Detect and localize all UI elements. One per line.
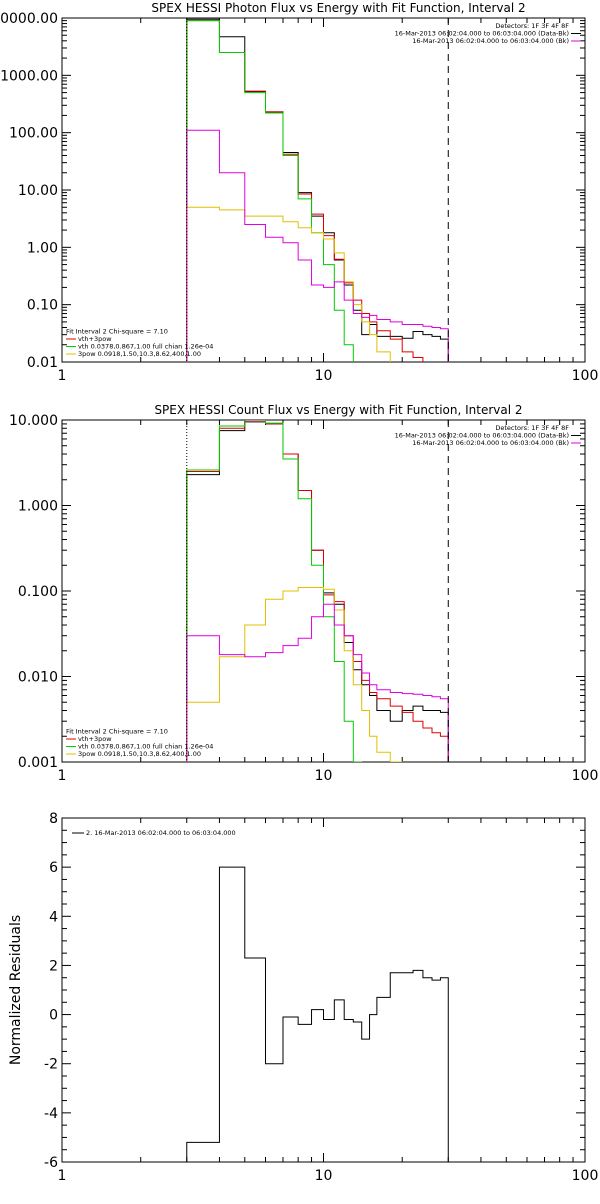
fit-legend-entry: vth+3pow bbox=[78, 335, 112, 343]
legend-entry: 2. 16-Mar-2013 06:02:04.000 to 06:03:04.… bbox=[86, 829, 236, 837]
y-axis-label: Normalized Residuals bbox=[8, 915, 24, 1065]
x-tick-label: 10 bbox=[315, 768, 333, 784]
legend-entry: Detectors: 1F 3F 4F 8F bbox=[495, 22, 569, 30]
series-line-bk bbox=[186, 603, 449, 762]
legend-entry: Detectors: 1F 3F 4F 8F bbox=[495, 424, 569, 432]
fit-legend-entry: vth 0.0378,0.867,1.00 full chian 1.26e-0… bbox=[78, 743, 213, 751]
x-tick-label: 100 bbox=[572, 1168, 599, 1184]
fit-legend-title: Fit Interval 2 Chi-square = 7.10 bbox=[66, 328, 168, 336]
y-tick-label: 0.010 bbox=[18, 670, 58, 686]
legend-entry: 16-Mar-2013 06:02:04.000 to 06:03:04.000… bbox=[395, 432, 569, 440]
y-tick-label: 0.10 bbox=[27, 298, 58, 314]
chart-title: SPEX HESSI Photon Flux vs Energy with Fi… bbox=[151, 1, 525, 15]
x-tick-label: 1 bbox=[58, 768, 67, 784]
series-line-vth-3pow bbox=[186, 420, 449, 762]
fit-legend-entry: vth 0.0378,0.867,1.00 full chian 1.26e-0… bbox=[78, 343, 213, 351]
series-line-3pow bbox=[186, 206, 391, 362]
series-layer bbox=[186, 420, 449, 762]
series-line-vth-3pow bbox=[186, 20, 424, 362]
legend-entry: 16-Mar-2013 06:02:04.000 to 06:03:04.000… bbox=[395, 30, 569, 38]
y-tick-label: 0 bbox=[49, 1008, 58, 1024]
series-layer bbox=[186, 18, 449, 362]
y-tick-label: -4 bbox=[44, 1106, 58, 1122]
y-tick-label: 0.001 bbox=[18, 755, 58, 771]
series-line-vth bbox=[186, 420, 363, 762]
series-line-data-bk bbox=[186, 421, 449, 762]
fit-legend-title: Fit Interval 2 Chi-square = 7.10 bbox=[66, 728, 168, 736]
plot-panel-3: 1 10 100 -6 -4 -2 0 2 4 6 8 Normalized Residuals 2. … bbox=[8, 811, 598, 1184]
x-tick-label: 10 bbox=[315, 368, 333, 384]
y-tick-label: 1.000 bbox=[18, 499, 58, 515]
plot-panel-2: SPEX HESSI Count Flux vs Energy with Fit… bbox=[9, 403, 599, 784]
y-tick-label: 2 bbox=[49, 958, 58, 974]
fit-legend-entry: 3pow 0.0918,1.50,10.3,8.62,400,1.00 bbox=[78, 350, 201, 358]
x-tick-label: 100 bbox=[572, 368, 599, 384]
plot-panel-1: SPEX HESSI Photon Flux vs Energy with Fi… bbox=[0, 1, 599, 384]
fit-legend-entry: 3pow 0.0918,1.50,10.3,8.62,400,1.00 bbox=[78, 750, 201, 758]
legend-entry: 16-Mar-2013 06:02:04.000 to 06:03:04.000… bbox=[412, 439, 569, 447]
axis-frame bbox=[61, 817, 586, 1163]
fit-legend-entry: vth+3pow bbox=[78, 735, 112, 743]
legend-entry: 16-Mar-2013 06:02:04.000 to 06:03:04.000… bbox=[412, 37, 569, 45]
x-tick-label: 1 bbox=[58, 368, 67, 384]
series-line-2-16-mar-2013-06-02-04-000-to-06-03-04-000 bbox=[186, 866, 449, 1162]
axis-frame bbox=[61, 17, 586, 363]
y-tick-label: 0.100 bbox=[18, 584, 58, 600]
y-tick-label: 0.01 bbox=[27, 355, 58, 371]
y-tick-label: 6 bbox=[49, 860, 58, 876]
y-tick-label: -2 bbox=[44, 1057, 58, 1073]
series-line-3pow bbox=[186, 586, 403, 762]
y-tick-label: -6 bbox=[44, 1155, 58, 1171]
chart-title: SPEX HESSI Count Flux vs Energy with Fit… bbox=[154, 403, 522, 417]
y-tick-label: 1000.00 bbox=[0, 68, 58, 84]
series-line-vth bbox=[186, 20, 354, 362]
series-line-bk bbox=[186, 129, 449, 362]
y-tick-label: 10000.00 bbox=[0, 11, 58, 27]
y-tick-label: 100.00 bbox=[9, 126, 58, 142]
x-tick-label: 100 bbox=[572, 768, 599, 784]
y-tick-label: 10.000 bbox=[9, 413, 58, 429]
x-tick-label: 1 bbox=[58, 1168, 67, 1184]
series-layer bbox=[186, 866, 449, 1162]
y-tick-label: 4 bbox=[49, 909, 58, 925]
y-tick-label: 10.00 bbox=[18, 183, 58, 199]
x-tick-label: 10 bbox=[315, 1168, 333, 1184]
series-line-data-bk bbox=[186, 18, 449, 362]
y-tick-label: 8 bbox=[49, 811, 58, 827]
y-tick-label: 1.00 bbox=[27, 240, 58, 256]
